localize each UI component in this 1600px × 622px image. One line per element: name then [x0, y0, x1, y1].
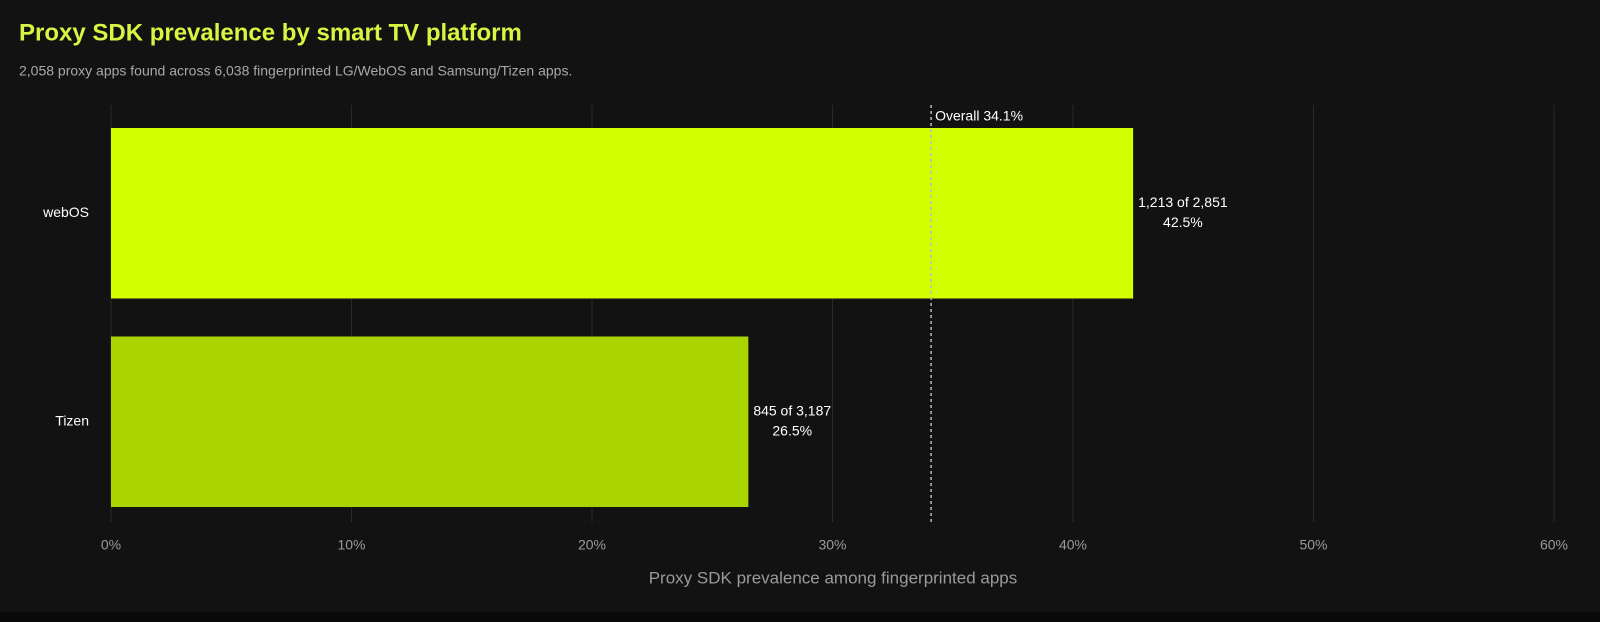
x-tick-label: 10%	[337, 537, 365, 553]
count-label: 845 of 3,187	[753, 402, 831, 418]
y-tick-label: webOS	[42, 204, 89, 220]
bar	[111, 336, 749, 507]
y-tick-label: Tizen	[55, 412, 89, 428]
chart-title: Proxy SDK prevalence by smart TV platfor…	[19, 19, 522, 46]
footer-strip	[0, 612, 1600, 622]
x-tick-label: 50%	[1299, 537, 1327, 553]
bar	[111, 128, 1134, 299]
value-label: 42.5%	[1163, 214, 1203, 230]
x-axis-title: Proxy SDK prevalence among fingerprinted…	[649, 568, 1018, 587]
chart-subtitle: 2,058 proxy apps found across 6,038 fing…	[19, 63, 572, 79]
x-tick-label: 0%	[101, 537, 121, 553]
reference-label: Overall 34.1%	[935, 108, 1023, 124]
value-label: 26.5%	[772, 422, 812, 438]
x-tick-label: 30%	[818, 537, 846, 553]
x-tick-label: 40%	[1059, 537, 1087, 553]
count-label: 1,213 of 2,851	[1138, 194, 1228, 210]
x-tick-label: 20%	[578, 537, 606, 553]
x-tick-label: 60%	[1540, 537, 1568, 553]
